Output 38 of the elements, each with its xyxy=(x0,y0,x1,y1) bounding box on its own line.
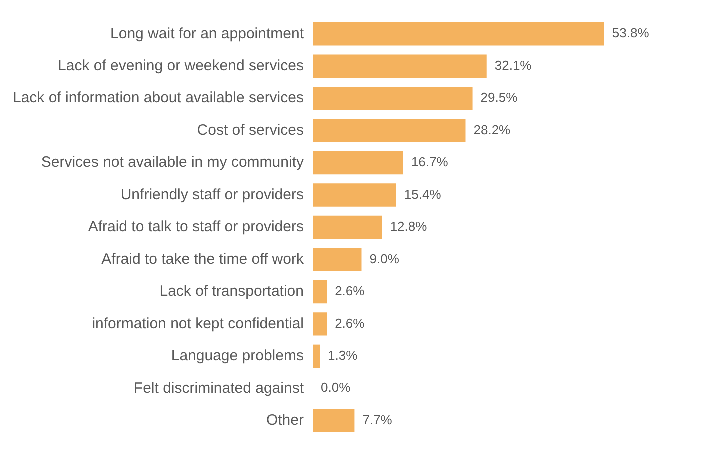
data-label: 0.0% xyxy=(320,380,352,396)
data-label: 2.6% xyxy=(335,316,366,331)
y-tick-label: information not kept confidential xyxy=(92,315,304,332)
data-label: 32.1% xyxy=(494,58,532,73)
data-label: 28.2% xyxy=(474,122,512,138)
y-tick-label: Felt discriminated against xyxy=(134,380,305,397)
data-label: 29.5% xyxy=(480,90,518,106)
data-label: 15.4% xyxy=(404,186,442,202)
data-label: 12.8% xyxy=(390,219,428,234)
data-label: 7.7% xyxy=(362,412,393,428)
data-label: 53.8% xyxy=(612,26,650,41)
y-tick-label: Afraid to take the time off work xyxy=(102,250,304,268)
bar xyxy=(312,312,328,336)
data-label: 9.0% xyxy=(370,251,400,266)
bar xyxy=(312,86,473,110)
bar xyxy=(312,344,320,368)
bar xyxy=(312,54,487,78)
bar xyxy=(312,248,362,272)
y-tick-label: Lack of transportation xyxy=(160,283,304,300)
y-tick-label: Other xyxy=(266,412,304,430)
y-tick-label: Lack of information about available services xyxy=(12,90,304,107)
bar xyxy=(312,151,404,175)
data-label: 16.7% xyxy=(411,154,449,170)
y-tick-label: Unfriendly staff or providers xyxy=(120,186,304,204)
y-tick-label: Services not available in my community xyxy=(41,154,304,172)
data-label: 2.6% xyxy=(335,284,366,299)
y-tick-label: Language problems xyxy=(171,348,304,365)
bar xyxy=(312,22,604,46)
bar xyxy=(312,216,382,240)
y-tick-label: Cost of services xyxy=(197,122,304,139)
bar xyxy=(312,409,355,432)
y-tick-label: Lack of evening or weekend services xyxy=(58,57,304,74)
bar xyxy=(312,184,396,207)
bar xyxy=(312,280,328,304)
y-tick-label: Afraid to talk to staff or providers xyxy=(88,218,304,236)
y-tick-label: Long wait for an appointment xyxy=(110,25,305,42)
data-label: 1.3% xyxy=(328,348,358,363)
bar xyxy=(312,119,466,142)
